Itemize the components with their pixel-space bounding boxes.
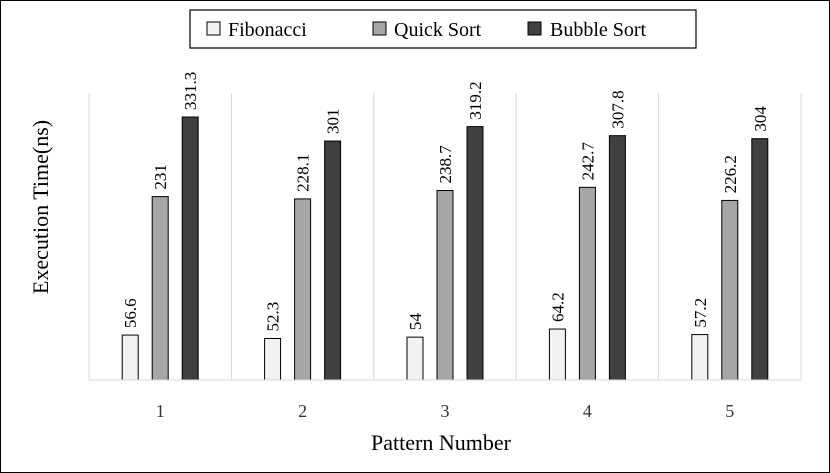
- bar: [264, 337, 282, 381]
- bar: [548, 328, 566, 381]
- bar: [751, 138, 769, 381]
- bar: [466, 126, 484, 381]
- bar: [436, 190, 454, 381]
- x-axis-title: Pattern Number: [371, 430, 512, 455]
- bar-value-label: 226.2: [721, 155, 740, 193]
- bar: [121, 334, 139, 381]
- bar-value-label: 228.1: [294, 154, 313, 192]
- bar-value-label: 319.2: [466, 81, 485, 119]
- x-axis: 1 2 3 4 5: [89, 379, 801, 421]
- legend: Fibonacci Quick Sort Bubble Sort: [189, 9, 697, 49]
- bar: [406, 336, 424, 381]
- bar-value-labels: 56.6 231 331.3 52.3 228.1 301 54 238.7 319.2 64.2…: [121, 72, 770, 332]
- bar-value-label: 304: [751, 106, 770, 132]
- bar-value-label: 52.3: [264, 302, 283, 332]
- bars: [121, 116, 769, 381]
- x-tick-label: 5: [725, 401, 734, 421]
- x-tick-label: 3: [441, 401, 450, 421]
- bar: [608, 135, 626, 381]
- bar: [721, 199, 739, 381]
- legend-swatch: [372, 21, 387, 36]
- bar: [324, 140, 342, 381]
- bar-value-label: 307.8: [608, 90, 627, 128]
- bar-value-label: 301: [324, 109, 343, 135]
- bar-value-label: 64.2: [548, 292, 567, 322]
- bar-value-label: 54: [406, 313, 425, 331]
- bar: [181, 116, 199, 381]
- legend-label: Fibonacci: [228, 19, 307, 41]
- bar-value-label: 231: [151, 164, 170, 190]
- legend-swatch: [206, 21, 221, 36]
- legend-label: Quick Sort: [394, 19, 482, 41]
- legend-box: [189, 9, 697, 49]
- bar: [294, 198, 312, 381]
- bar: [578, 186, 596, 381]
- x-tick-label: 2: [298, 401, 307, 421]
- bar: [151, 196, 169, 381]
- y-axis-title: Execution Time(ns): [28, 120, 53, 294]
- bar-value-label: 56.6: [121, 298, 140, 328]
- x-tick-label: 4: [583, 401, 592, 421]
- x-tick-label: 1: [156, 401, 165, 421]
- bar: [691, 334, 709, 381]
- legend-swatch: [527, 21, 542, 36]
- bar-value-label: 242.7: [578, 142, 597, 181]
- bar-value-label: 57.2: [691, 298, 710, 328]
- legend-label: Bubble Sort: [550, 19, 647, 41]
- category-gridlines: [88, 93, 802, 380]
- bar-value-label: 331.3: [181, 72, 200, 110]
- bar-value-label: 238.7: [436, 145, 455, 184]
